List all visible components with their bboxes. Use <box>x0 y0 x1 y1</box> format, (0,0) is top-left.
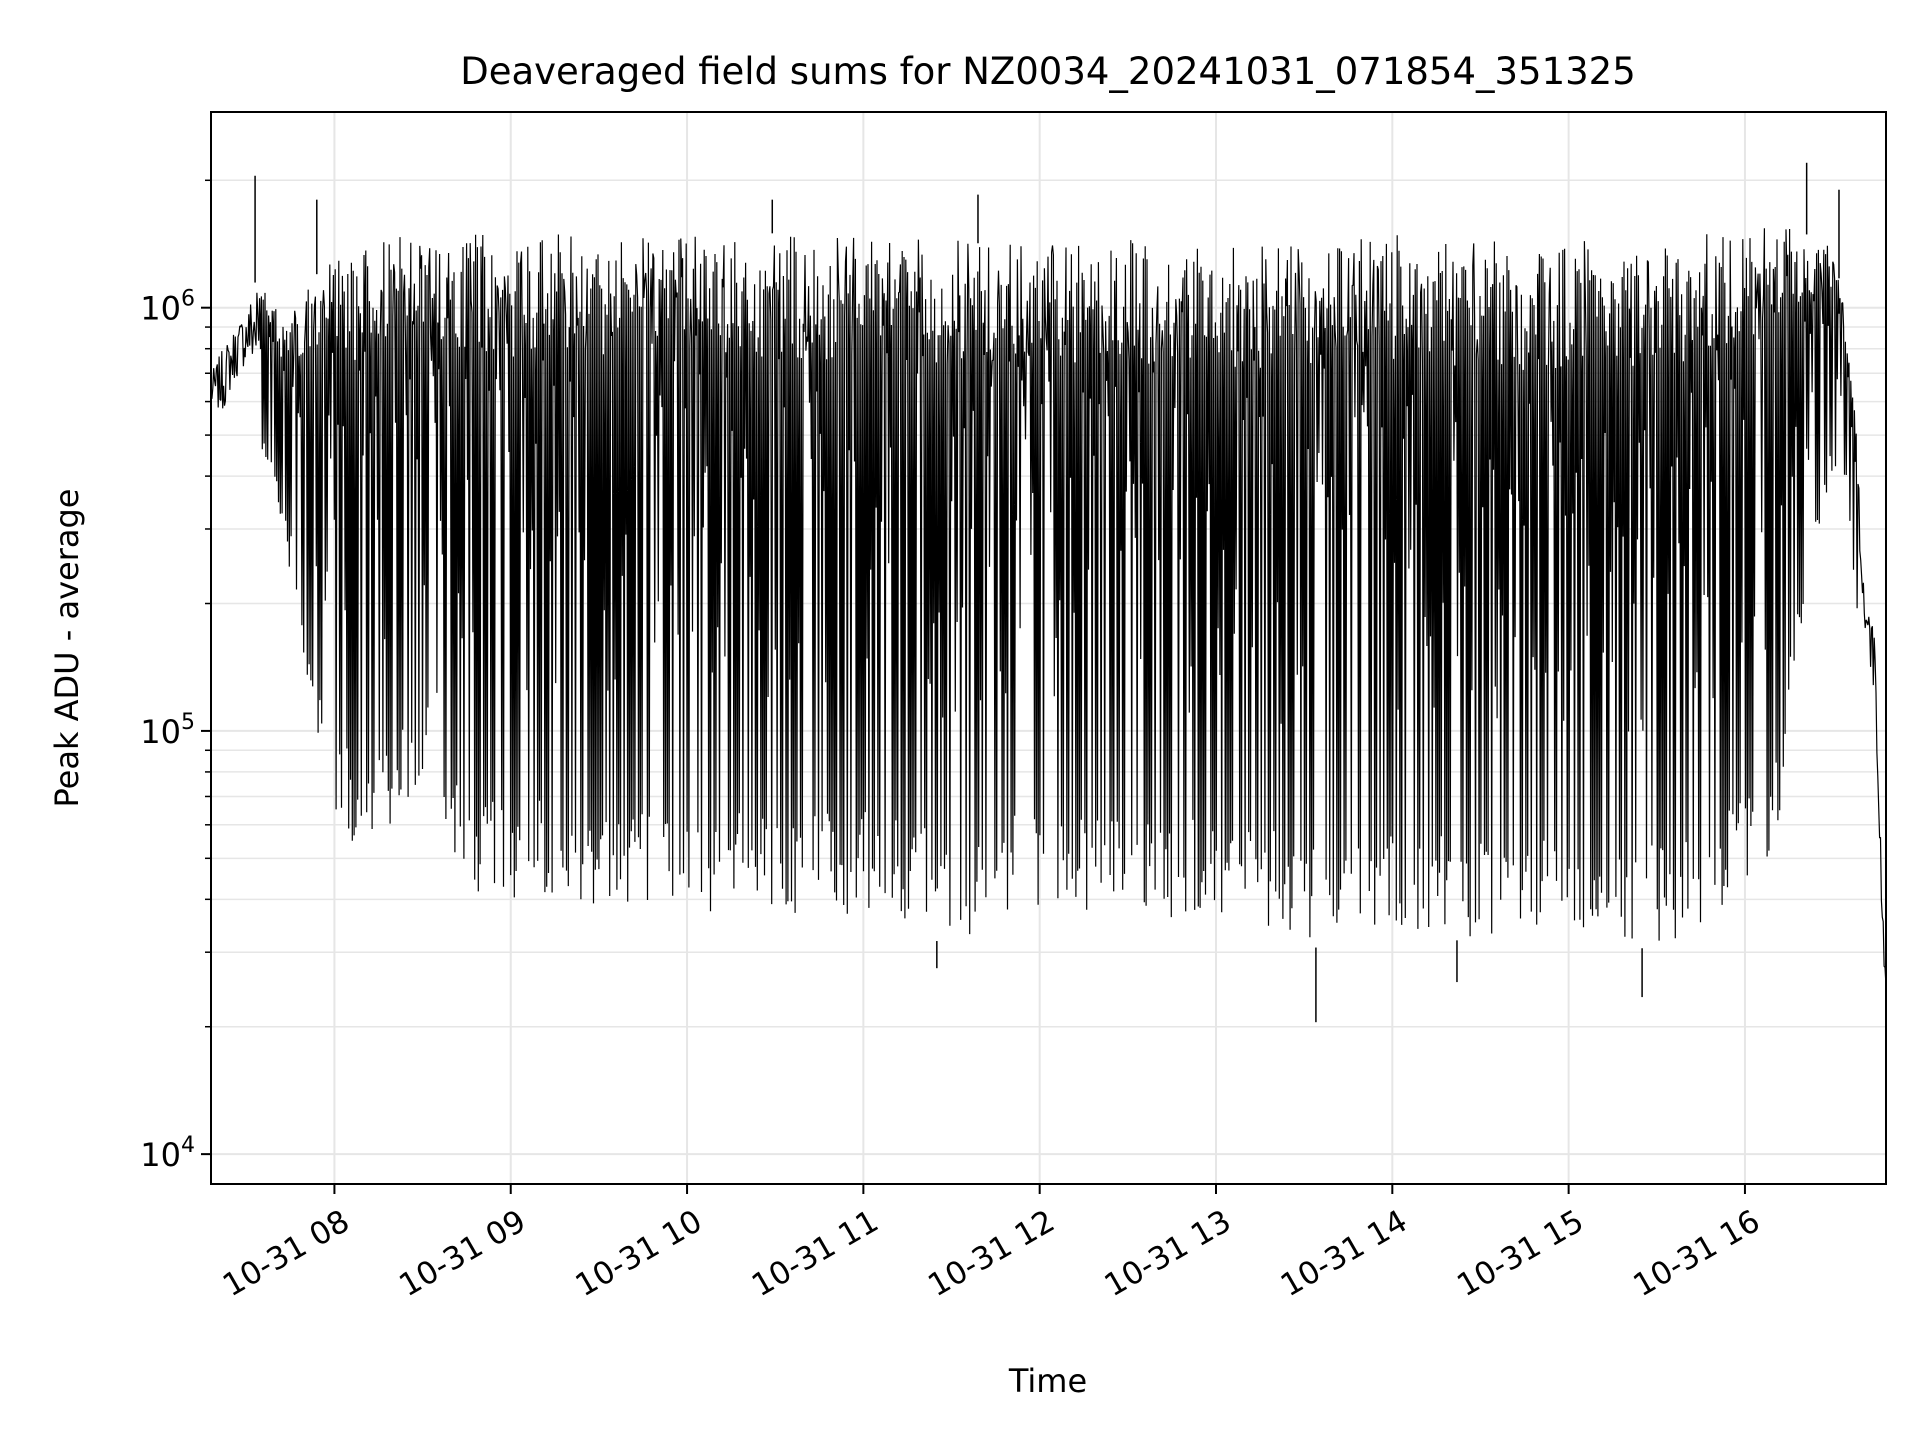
plot-frame <box>210 111 1887 1185</box>
y-tick-label: 104 <box>140 1133 195 1174</box>
data-line <box>210 228 1887 985</box>
y-tick-label: 106 <box>140 287 195 328</box>
y-tick-label: 105 <box>140 710 195 751</box>
y-axis-label: Peak ADU - average <box>48 489 86 808</box>
chart-title: Deaveraged field sums for NZ0034_2024103… <box>460 50 1636 93</box>
x-axis-label: Time <box>1008 1362 1087 1400</box>
data-series <box>210 162 1887 1023</box>
